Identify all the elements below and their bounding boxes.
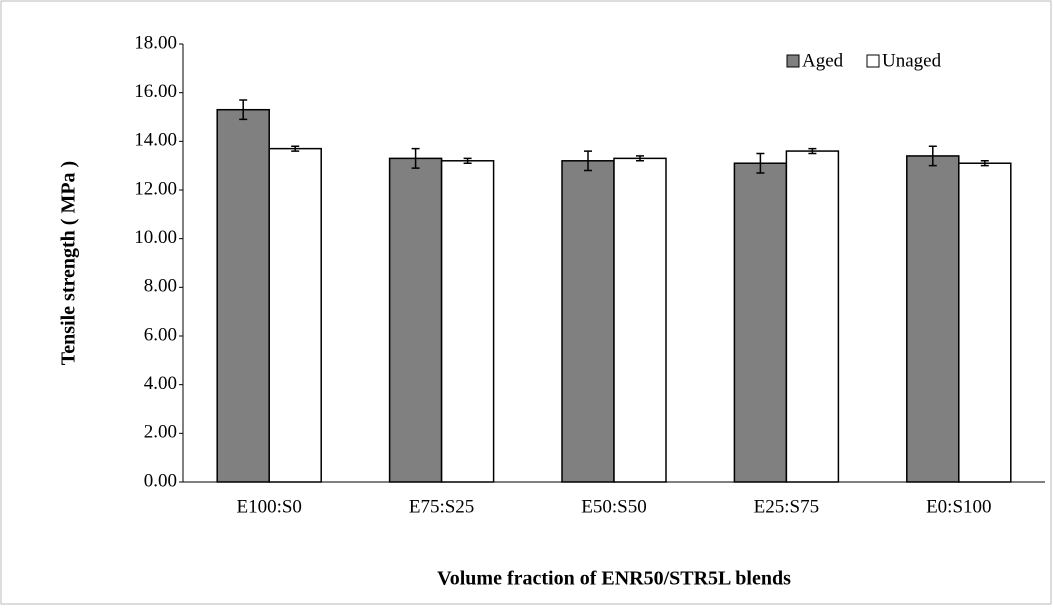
y-tick-label: 18.00	[134, 32, 177, 53]
bar	[733, 162, 788, 483]
y-tick-label: 2.00	[144, 422, 177, 443]
y-tick-label: 8.00	[144, 276, 177, 297]
error-bar	[411, 147, 420, 169]
x-tick-label: E100:S0	[236, 496, 301, 517]
x-axis-title: Volume fraction of ENR50/STR5L blends	[437, 568, 791, 590]
x-tick-label: E75:S25	[409, 496, 474, 517]
error-bar	[928, 145, 937, 167]
bar	[388, 157, 443, 483]
error-bar	[291, 145, 300, 152]
y-tick-label: 16.00	[134, 81, 177, 102]
x-tick-label: E50:S50	[581, 496, 646, 517]
bar	[561, 160, 615, 483]
error-bar	[980, 160, 989, 167]
bar	[440, 160, 495, 483]
x-tick-label: E25:S75	[754, 496, 819, 517]
bar	[958, 162, 1012, 483]
legend-label: Aged	[802, 50, 844, 71]
error-bar	[636, 155, 644, 162]
x-tick-label: E0:S100	[926, 496, 991, 517]
y-tick-label: 6.00	[144, 324, 177, 345]
bar	[906, 155, 960, 483]
legend-label: Unaged	[882, 50, 942, 71]
bar	[785, 150, 840, 483]
error-bar	[239, 99, 248, 121]
legend-swatch	[866, 54, 880, 68]
y-tick-label: 4.00	[144, 373, 177, 394]
bar	[268, 147, 322, 483]
y-tick-label: 10.00	[134, 227, 177, 248]
bar	[216, 108, 270, 483]
y-tick-label: 12.00	[134, 178, 177, 199]
legend-swatch	[786, 54, 800, 68]
y-axis-title: Tensile strength ( MPa )	[58, 161, 80, 365]
error-bar	[808, 147, 817, 155]
error-bar	[463, 157, 472, 164]
bar	[613, 157, 667, 483]
error-bar	[756, 152, 765, 174]
y-tick-label: 14.00	[134, 130, 177, 151]
error-bar	[584, 150, 592, 172]
y-tick-label: 0.00	[144, 470, 177, 491]
